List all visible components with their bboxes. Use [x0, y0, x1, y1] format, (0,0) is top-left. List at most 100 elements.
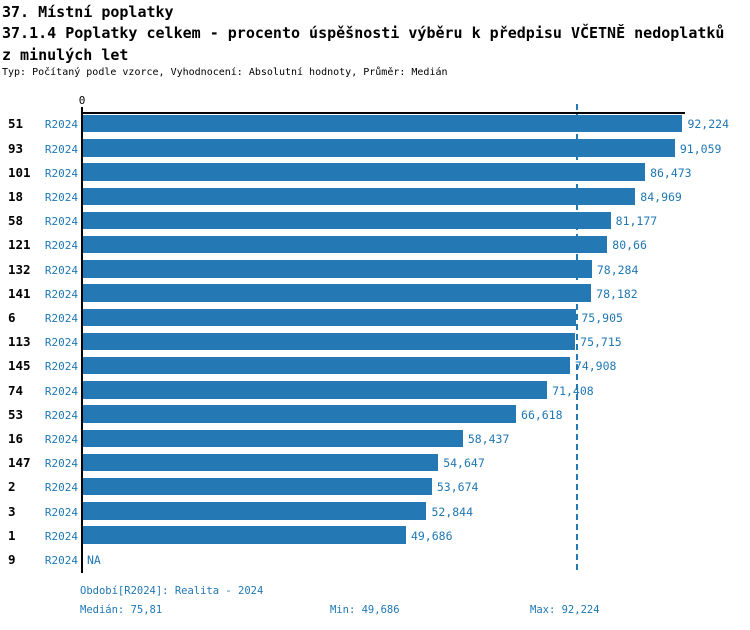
- chart-row: 3 R2024 52,844: [0, 501, 750, 525]
- value-bar: [83, 477, 432, 496]
- x-axis-line: [81, 112, 685, 114]
- row-id-label: 147: [8, 455, 31, 471]
- value-bar: [83, 453, 439, 472]
- value-label: 54,647: [443, 456, 485, 471]
- value-label: 71,408: [552, 383, 594, 398]
- chart-row: 58 R2024 81,177: [0, 210, 750, 234]
- row-id-label: 132: [8, 261, 31, 277]
- median-line: [575, 104, 578, 570]
- x-axis-zero-tick-label: 0: [78, 94, 86, 107]
- value-label: 86,473: [650, 165, 692, 180]
- value-bar: [83, 332, 576, 351]
- value-bar: [83, 356, 570, 375]
- chart-row: 101 R2024 86,473: [0, 162, 750, 186]
- value-bar: [83, 284, 592, 302]
- x-axis-zero-tick-mark: [81, 107, 83, 113]
- row-period-label: R2024: [44, 118, 78, 132]
- chart-row: 113 R2024 75,715: [0, 331, 750, 355]
- chart-row: 51 R2024 92,224: [0, 113, 750, 137]
- row-id-label: 9: [8, 552, 16, 567]
- row-id-label: 18: [8, 189, 24, 204]
- row-period-label: R2024: [44, 457, 78, 471]
- value-label: 78,284: [596, 262, 639, 277]
- row-id-label: 16: [8, 431, 24, 446]
- chart-row: 93 R2024 91,059: [0, 138, 750, 162]
- row-period-label: R2024: [44, 505, 78, 519]
- value-label: 75,905: [581, 311, 623, 325]
- value-label: 58,437: [467, 432, 510, 446]
- value-bar: [83, 114, 683, 133]
- value-bar: [83, 187, 636, 206]
- row-period-label: R2024: [44, 287, 78, 301]
- value-label: 53,674: [436, 480, 479, 495]
- chart-row: 6 R2024 75,905: [0, 307, 750, 331]
- row-id-label: 93: [8, 140, 24, 156]
- value-label: 92,224: [687, 117, 729, 132]
- chart-subtitle-line1: 37.1.4 Poplatky celkem - procento úspěšn…: [2, 24, 725, 42]
- row-id-label: 53: [8, 406, 24, 422]
- row-id-label: 1: [8, 527, 16, 543]
- row-period-label: R2024: [44, 384, 78, 398]
- value-bar: [83, 405, 517, 423]
- value-bar: [83, 526, 406, 544]
- value-label: 52,844: [431, 504, 474, 519]
- row-period-label: R2024: [44, 433, 78, 446]
- value-bar: [83, 139, 675, 157]
- chart-rows: 51 R2024 92,224 93 R2024 91,059 101 R2024 86,473…: [0, 113, 750, 575]
- chart-row: 18 R2024 84,969: [0, 186, 750, 210]
- value-label: 49,686: [410, 528, 453, 543]
- row-period-label: R2024: [44, 529, 78, 543]
- value-label: NA: [87, 553, 101, 567]
- row-period-label: R2024: [44, 239, 78, 253]
- chart-row: 53 R2024 66,618: [0, 404, 750, 428]
- value-bar: [83, 381, 548, 399]
- row-id-label: 101: [8, 164, 31, 180]
- value-bar: [83, 260, 592, 278]
- row-period-label: R2024: [44, 312, 78, 325]
- row-period-label: R2024: [44, 142, 78, 156]
- value-label: 81,177: [615, 214, 658, 229]
- value-bar: [83, 429, 463, 448]
- row-id-label: 141: [8, 285, 31, 301]
- row-period-label: R2024: [44, 336, 78, 350]
- row-id-label: 58: [8, 213, 24, 229]
- row-period-label: R2024: [44, 554, 78, 567]
- value-label: 91,059: [679, 141, 722, 156]
- row-id-label: 6: [8, 310, 16, 325]
- page-title: 37. Místní poplatky: [2, 3, 174, 21]
- value-label: 75,715: [580, 335, 622, 350]
- row-period-label: R2024: [44, 166, 78, 180]
- chart-row: 132 R2024 78,284: [0, 259, 750, 283]
- value-bar: [83, 163, 646, 181]
- footer-period: Období[R2024]: Realita - 2024: [80, 585, 264, 597]
- value-bar: [83, 211, 611, 230]
- row-id-label: 145: [8, 358, 31, 374]
- chart-row: 141 R2024 78,182: [0, 283, 750, 307]
- row-id-label: 113: [8, 334, 31, 350]
- value-bar: [83, 308, 577, 327]
- footer-max: Max: 92,224: [530, 604, 600, 616]
- chart-row: 121 R2024 80,66: [0, 234, 750, 258]
- row-period-label: R2024: [44, 481, 78, 495]
- chart-row: 74 R2024 71,408: [0, 380, 750, 404]
- footer-min: Min: 49,686: [330, 604, 400, 616]
- row-id-label: 51: [8, 116, 24, 132]
- footer-median: Medián: 75,81: [80, 604, 163, 616]
- value-label: 78,182: [596, 286, 638, 301]
- row-period-label: R2024: [44, 191, 78, 204]
- value-label: 74,908: [574, 359, 617, 374]
- row-id-label: 3: [8, 503, 16, 519]
- chart-meta-line: Typ: Počítaný podle vzorce, Vyhodnocení:…: [2, 67, 448, 78]
- value-bar: [83, 235, 608, 254]
- value-label: 80,66: [612, 238, 647, 253]
- row-period-label: R2024: [44, 408, 78, 422]
- row-period-label: R2024: [44, 263, 78, 277]
- y-axis-line: [81, 112, 83, 573]
- chart-row: 1 R2024 49,686: [0, 525, 750, 549]
- chart-subtitle-line2: z minulých let: [2, 46, 129, 64]
- chart-row: 16 R2024 58,437: [0, 428, 750, 452]
- row-period-label: R2024: [44, 215, 78, 229]
- row-period-label: R2024: [44, 360, 78, 374]
- value-label: 66,618: [521, 407, 563, 422]
- chart-row: 145 R2024 74,908: [0, 355, 750, 379]
